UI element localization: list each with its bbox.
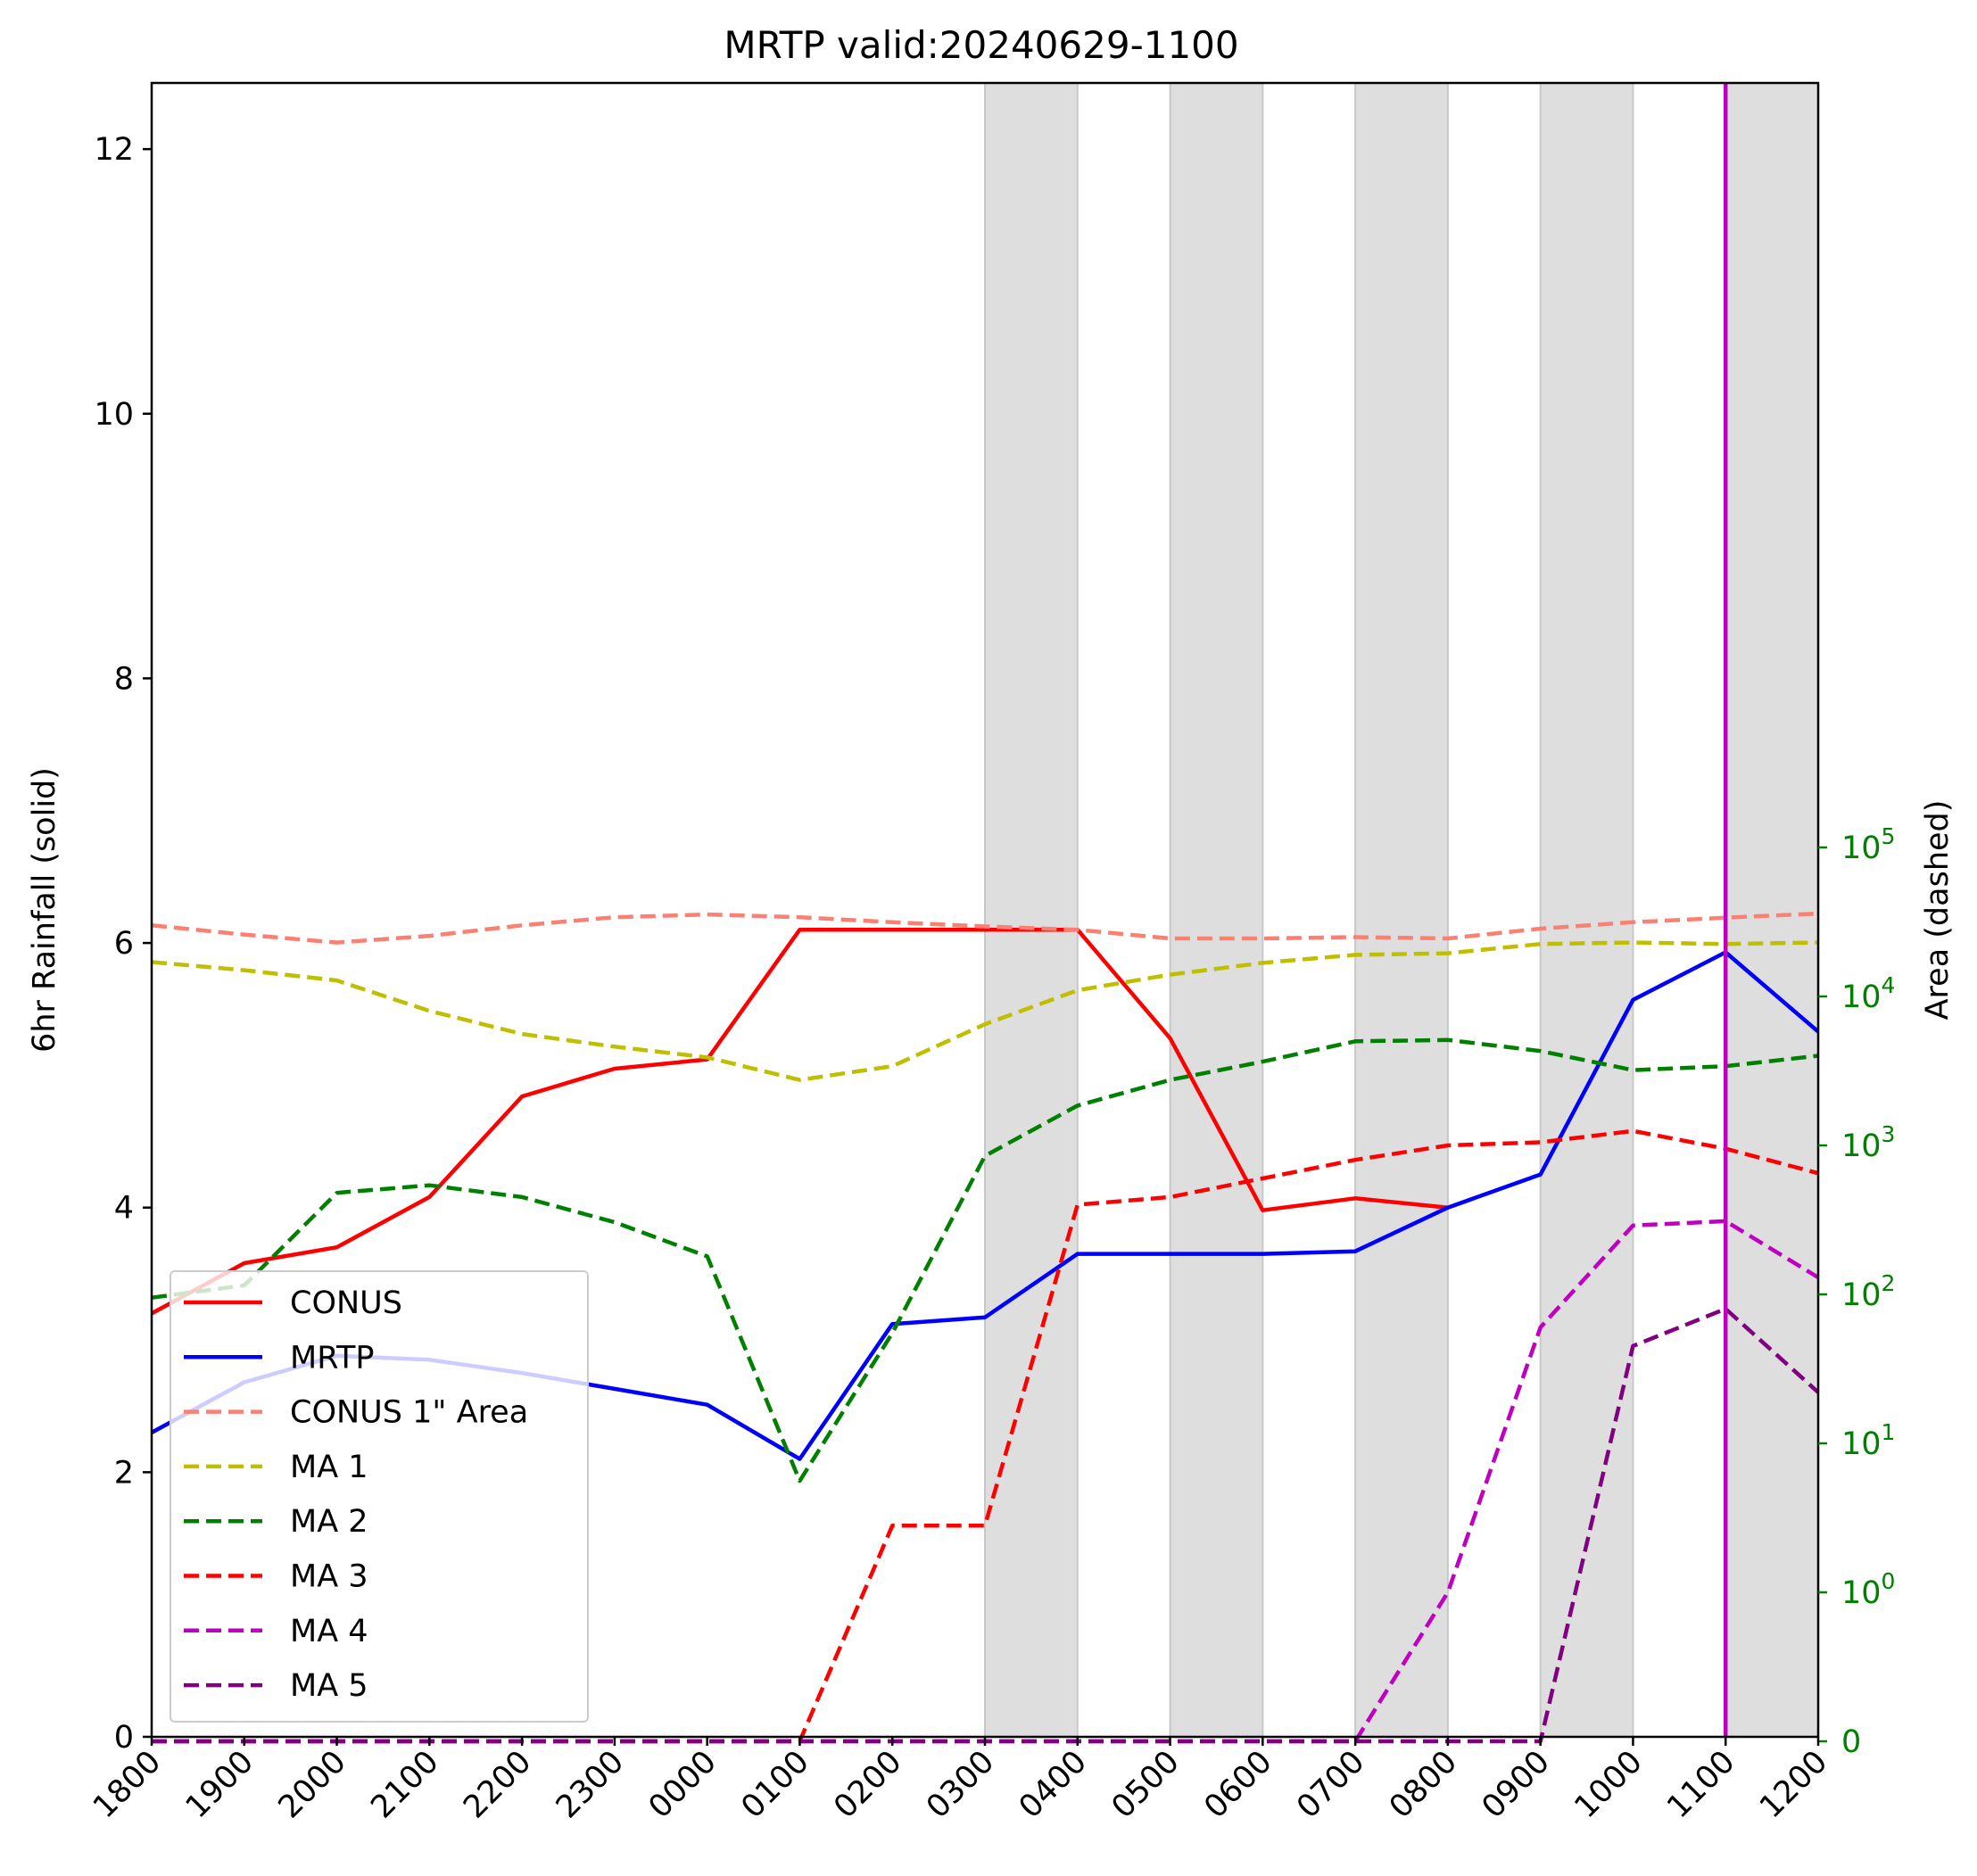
y2-tick-label: 104: [1841, 972, 1895, 1015]
y2-tick-label: 102: [1841, 1270, 1895, 1313]
series-line-ma-1: [151, 940, 1819, 1082]
y-axis-right: 0 100 101 102 103 104 105: [1818, 823, 1895, 1760]
y2-tick-label: 0: [1841, 1724, 1861, 1760]
shaded-period: [1539, 82, 1634, 1738]
x-tick-label: 0500: [1105, 1744, 1187, 1825]
legend-label: MA 1: [290, 1450, 368, 1485]
legend-label: MA 4: [290, 1614, 368, 1649]
shaded-period: [1354, 82, 1449, 1738]
y-axis-left-label: 6hr Rainfall (solid): [27, 767, 62, 1053]
x-tick-label: 0700: [1290, 1744, 1371, 1825]
x-tick-label: 0400: [1013, 1744, 1094, 1825]
x-tick-label: 2000: [272, 1744, 353, 1825]
legend-label: MA 3: [290, 1559, 368, 1595]
legend-label: CONUS 1" Area: [290, 1395, 528, 1431]
y2-tick-label: 100: [1841, 1568, 1895, 1611]
x-tick-label: 0800: [1383, 1744, 1464, 1825]
x-tick-label: 0100: [735, 1744, 816, 1825]
legend: CONUS MRTP CONUS 1" Area MA 1 MA 2 MA 3 MA 4 MA…: [170, 1270, 589, 1723]
y-axis-right-label: Area (dashed): [1920, 800, 1956, 1021]
y2-tick-label: 101: [1841, 1419, 1895, 1462]
x-tick-label: 1200: [1753, 1744, 1834, 1825]
y-tick-label: 4: [114, 1191, 134, 1227]
y-tick-label: 0: [114, 1720, 134, 1756]
x-tick-label: 1000: [1568, 1744, 1650, 1825]
series-line-conus: [150, 927, 1449, 1316]
chart-title: MRTP valid:20240629-1100: [724, 23, 1238, 67]
y2-tick-label: 105: [1841, 823, 1895, 866]
legend-label: CONUS: [290, 1285, 402, 1321]
series-line-conus-1-area: [151, 911, 1819, 945]
y-tick-label: 12: [94, 132, 134, 168]
shaded-period: [1169, 82, 1264, 1738]
x-axis: 1800 1900 2000 2100 2200 2300 0000 0100 0200 0300…: [87, 1737, 1834, 1825]
x-tick-label: 0900: [1476, 1744, 1557, 1825]
legend-label: MA 5: [290, 1668, 368, 1704]
x-tick-label: 1100: [1660, 1744, 1741, 1825]
y2-tick-label: 103: [1841, 1121, 1895, 1164]
y-tick-label: 6: [114, 926, 134, 962]
x-tick-label: 0600: [1197, 1744, 1278, 1825]
shaded-periods: [984, 82, 1819, 1738]
x-tick-label: 2200: [457, 1744, 538, 1825]
series-line-ma-2: [151, 1037, 1819, 1483]
y-tick-label: 8: [114, 661, 134, 697]
shaded-period: [984, 82, 1079, 1738]
x-tick-label: 0300: [920, 1744, 1001, 1825]
x-tick-label: 1900: [179, 1744, 261, 1825]
y-tick-label: 10: [94, 397, 134, 433]
x-tick-label: 1800: [87, 1744, 168, 1825]
legend-label: MRTP: [290, 1340, 374, 1376]
x-tick-label: 0200: [827, 1744, 908, 1825]
legend-box: [170, 1270, 589, 1723]
legend-label: MA 2: [290, 1504, 368, 1540]
y-axis-left: 0 2 4 6 8 10 12: [94, 132, 152, 1756]
x-tick-label: 2300: [550, 1744, 631, 1825]
x-tick-label: 0000: [642, 1744, 724, 1825]
x-tick-label: 2100: [364, 1744, 445, 1825]
shaded-period: [1725, 82, 1819, 1738]
y-tick-label: 2: [114, 1455, 134, 1491]
